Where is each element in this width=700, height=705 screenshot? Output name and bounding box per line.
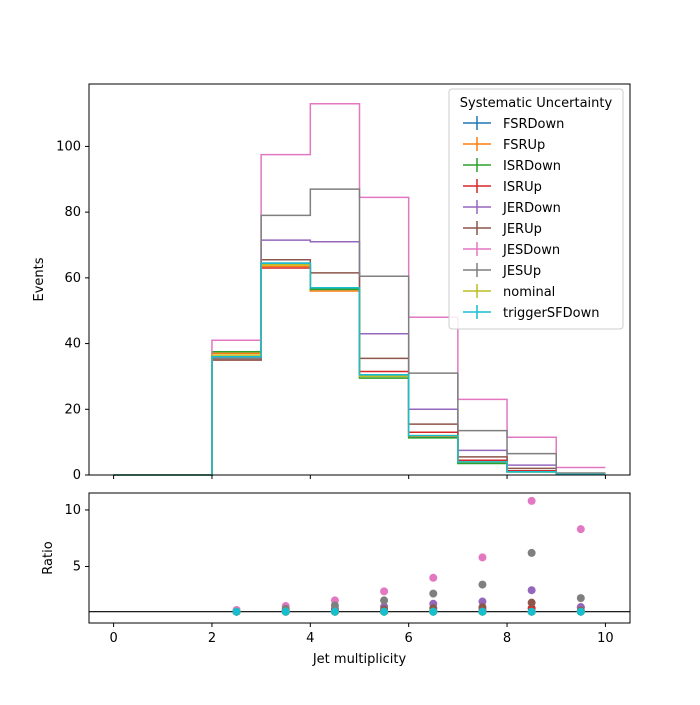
legend-label: FSRDown	[503, 117, 564, 132]
legend-label: JESDown	[502, 243, 560, 258]
legend-item-JESUp: JESUp	[463, 263, 541, 279]
legend-label: JERUp	[502, 222, 542, 237]
y-tick-label: 20	[64, 402, 81, 417]
y-tick-label: 60	[64, 271, 81, 286]
x-tick-label: 10	[597, 631, 614, 646]
ratio-point	[380, 587, 389, 596]
legend-label: JERDown	[502, 201, 561, 216]
legend-label: ISRUp	[503, 180, 542, 195]
ratio-point	[527, 607, 536, 616]
ratio-point	[429, 589, 438, 598]
legend-label: ISRDown	[503, 159, 561, 174]
ratio-point	[478, 607, 487, 616]
x-tick-label: 4	[306, 631, 314, 646]
legend-item-ISRUp: ISRUp	[463, 179, 542, 195]
ratio-panel: 5 10 0 2 4 6 8 10 Jet multiplicity Ratio	[41, 492, 631, 667]
ratio-point	[576, 607, 585, 616]
ratio-y-axis-label: Ratio	[41, 541, 56, 574]
ratio-point	[527, 496, 536, 505]
legend-label: nominal	[503, 285, 555, 300]
legend-label: FSRUp	[503, 138, 545, 153]
x-tick-label: 6	[405, 631, 413, 646]
x-tick-label: 2	[208, 631, 216, 646]
ratio-point	[527, 548, 536, 557]
legend-title: Systematic Uncertainty	[460, 96, 613, 111]
ratio-point	[478, 580, 487, 589]
ratio-point	[527, 586, 536, 595]
ratio-point	[576, 525, 585, 534]
ratio-point	[330, 601, 339, 610]
legend-item-JESDown: JESDown	[463, 242, 560, 258]
legend-label: triggerSFDown	[503, 306, 599, 321]
ratio-point	[576, 594, 585, 603]
legend: Systematic Uncertainty FSRDown FSRUp ISRDow…	[448, 88, 624, 330]
ratio-point	[330, 607, 339, 616]
y-tick-label: 40	[64, 337, 81, 352]
legend-label: JESUp	[502, 264, 541, 279]
legend-box	[448, 88, 624, 330]
histogram-frame	[88, 83, 631, 476]
legend-item-ISRDown: ISRDown	[463, 158, 561, 174]
ratio-point	[232, 607, 241, 616]
legend-item-triggerSFDown: triggerSFDown	[463, 305, 599, 321]
ratio-point	[281, 607, 290, 616]
ratio-point	[527, 598, 536, 607]
y-axis-label: Events	[32, 257, 47, 301]
histogram-panel: 0 20 40 60 80 100 Events	[32, 83, 631, 483]
ratio-y-tick-label: 5	[73, 559, 81, 574]
ratio-series-triggerSFDown	[232, 607, 585, 616]
legend-item-JERDown: JERDown	[463, 200, 561, 216]
legend-item-FSRDown: FSRDown	[463, 116, 564, 132]
y-tick-label: 0	[73, 468, 81, 483]
ratio-y-tick-label: 10	[64, 503, 81, 518]
x-axis-label: Jet multiplicity	[312, 652, 407, 667]
ratio-point	[478, 553, 487, 562]
y-tick-label: 80	[64, 205, 81, 220]
ratio-point	[380, 596, 389, 605]
histogram-series-triggerSFDown	[113, 262, 606, 476]
ratio-point	[429, 607, 438, 616]
y-tick-label: 100	[56, 139, 81, 154]
ratio-frame	[88, 492, 631, 624]
ratio-point	[380, 607, 389, 616]
legend-item-nominal: nominal	[463, 284, 555, 300]
x-tick-label: 8	[503, 631, 511, 646]
histogram-series-group	[113, 102, 606, 476]
legend-item-JERUp: JERUp	[463, 221, 542, 237]
legend-item-FSRUp: FSRUp	[463, 137, 545, 153]
ratio-point	[478, 597, 487, 606]
ratio-series-group	[232, 496, 585, 616]
ratio-point	[429, 573, 438, 582]
x-tick-label: 0	[109, 631, 117, 646]
